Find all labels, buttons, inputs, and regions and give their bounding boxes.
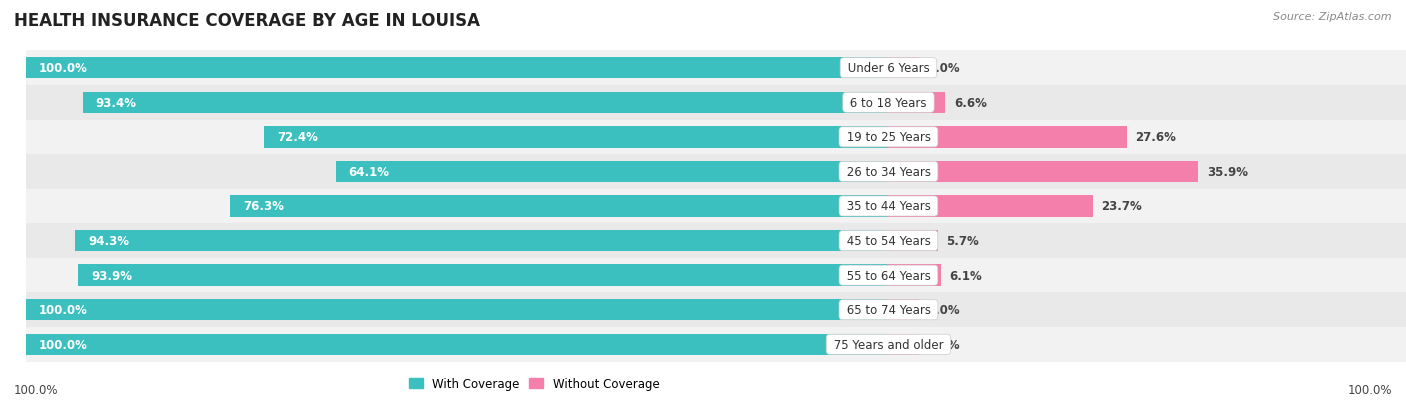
Bar — [264, 127, 889, 148]
Text: 100.0%: 100.0% — [39, 304, 87, 316]
Text: 93.9%: 93.9% — [91, 269, 132, 282]
Bar — [25, 293, 1406, 327]
Text: 93.4%: 93.4% — [96, 97, 136, 109]
Bar — [25, 51, 1406, 86]
Text: Under 6 Years: Under 6 Years — [844, 62, 934, 75]
Bar — [25, 224, 1406, 258]
Text: 100.0%: 100.0% — [14, 384, 59, 396]
Text: 35.9%: 35.9% — [1206, 166, 1247, 178]
Bar — [25, 86, 1406, 120]
Text: Source: ZipAtlas.com: Source: ZipAtlas.com — [1274, 12, 1392, 22]
Bar — [25, 58, 889, 79]
Text: 64.1%: 64.1% — [349, 166, 389, 178]
Bar — [25, 334, 889, 355]
Bar — [889, 93, 945, 114]
Text: 5.7%: 5.7% — [946, 235, 979, 247]
Text: 0.0%: 0.0% — [928, 304, 960, 316]
Bar — [889, 58, 918, 79]
Legend: With Coverage, Without Coverage: With Coverage, Without Coverage — [404, 373, 665, 395]
Text: HEALTH INSURANCE COVERAGE BY AGE IN LOUISA: HEALTH INSURANCE COVERAGE BY AGE IN LOUI… — [14, 12, 479, 30]
Text: 94.3%: 94.3% — [89, 235, 129, 247]
Text: 72.4%: 72.4% — [277, 131, 318, 144]
Bar — [79, 265, 889, 286]
Text: 100.0%: 100.0% — [39, 62, 87, 75]
Text: 75 Years and older: 75 Years and older — [830, 338, 948, 351]
Text: 6 to 18 Years: 6 to 18 Years — [846, 97, 931, 109]
Bar — [25, 258, 1406, 293]
Bar — [889, 127, 1126, 148]
Bar — [889, 299, 918, 320]
Bar — [25, 189, 1406, 224]
Text: 19 to 25 Years: 19 to 25 Years — [842, 131, 935, 144]
Bar — [75, 230, 889, 252]
Bar — [231, 196, 889, 217]
Text: 55 to 64 Years: 55 to 64 Years — [842, 269, 934, 282]
Bar — [889, 334, 918, 355]
Text: 65 to 74 Years: 65 to 74 Years — [842, 304, 935, 316]
Text: 6.6%: 6.6% — [955, 97, 987, 109]
Bar — [889, 230, 938, 252]
Bar — [83, 93, 889, 114]
Bar — [336, 161, 889, 183]
Text: 23.7%: 23.7% — [1101, 200, 1142, 213]
Bar — [889, 161, 1198, 183]
Text: 100.0%: 100.0% — [1347, 384, 1392, 396]
Bar — [889, 265, 941, 286]
Text: 6.1%: 6.1% — [949, 269, 983, 282]
Text: 27.6%: 27.6% — [1135, 131, 1175, 144]
Text: 100.0%: 100.0% — [39, 338, 87, 351]
Bar — [25, 327, 1406, 362]
Bar — [25, 155, 1406, 189]
Text: 76.3%: 76.3% — [243, 200, 284, 213]
Text: 45 to 54 Years: 45 to 54 Years — [842, 235, 934, 247]
Text: 26 to 34 Years: 26 to 34 Years — [842, 166, 935, 178]
Text: 0.0%: 0.0% — [928, 338, 960, 351]
Bar — [25, 299, 889, 320]
Text: 35 to 44 Years: 35 to 44 Years — [842, 200, 934, 213]
Bar — [25, 120, 1406, 155]
Text: 0.0%: 0.0% — [928, 62, 960, 75]
Bar — [889, 196, 1092, 217]
